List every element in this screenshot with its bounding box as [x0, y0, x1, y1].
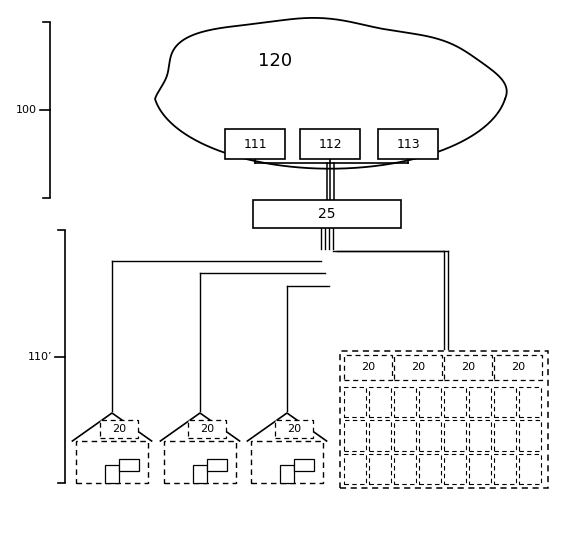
Bar	[344, 420, 366, 451]
Bar	[251, 441, 323, 483]
Bar	[519, 453, 541, 484]
Bar	[419, 420, 441, 451]
Text: 113: 113	[396, 138, 420, 150]
Text: 110’: 110’	[28, 352, 52, 361]
Bar	[444, 387, 466, 417]
Bar	[276, 420, 313, 438]
Bar	[419, 453, 441, 484]
Text: 20: 20	[411, 363, 425, 372]
Bar	[494, 355, 542, 380]
Bar	[164, 441, 236, 483]
Bar	[494, 387, 516, 417]
Bar	[193, 466, 207, 483]
Polygon shape	[155, 18, 507, 169]
Bar	[519, 420, 541, 451]
Bar	[494, 420, 516, 451]
Bar	[188, 420, 226, 438]
Bar	[207, 458, 227, 471]
Text: 20: 20	[112, 424, 127, 434]
Text: 20: 20	[200, 424, 215, 434]
Bar	[494, 453, 516, 484]
Bar	[469, 387, 491, 417]
Text: 20: 20	[461, 363, 475, 372]
Bar	[444, 420, 466, 451]
Bar	[394, 387, 416, 417]
Bar	[419, 387, 441, 417]
Bar	[119, 458, 139, 471]
Bar	[344, 453, 366, 484]
Text: 20: 20	[287, 424, 301, 434]
Bar	[300, 129, 360, 159]
Bar	[100, 420, 138, 438]
Text: 20: 20	[361, 363, 375, 372]
Bar	[344, 387, 366, 417]
Text: 25: 25	[318, 207, 336, 221]
Bar	[378, 129, 438, 159]
Bar	[519, 387, 541, 417]
Bar	[105, 466, 119, 483]
Text: 112: 112	[318, 138, 342, 150]
Bar	[369, 387, 391, 417]
Text: 120: 120	[258, 52, 292, 70]
Bar	[394, 355, 442, 380]
Bar	[344, 355, 392, 380]
Bar	[369, 453, 391, 484]
Bar	[280, 466, 294, 483]
Bar	[394, 453, 416, 484]
Bar	[76, 441, 148, 483]
Bar	[469, 453, 491, 484]
Bar	[444, 355, 492, 380]
Text: 100: 100	[16, 105, 37, 115]
Bar	[369, 420, 391, 451]
Text: 111: 111	[243, 138, 267, 150]
Bar	[469, 420, 491, 451]
Bar	[253, 200, 401, 228]
Text: 20: 20	[511, 363, 525, 372]
Bar	[225, 129, 285, 159]
Bar	[294, 458, 314, 471]
Bar	[444, 453, 466, 484]
Bar	[340, 351, 548, 488]
Bar	[394, 420, 416, 451]
